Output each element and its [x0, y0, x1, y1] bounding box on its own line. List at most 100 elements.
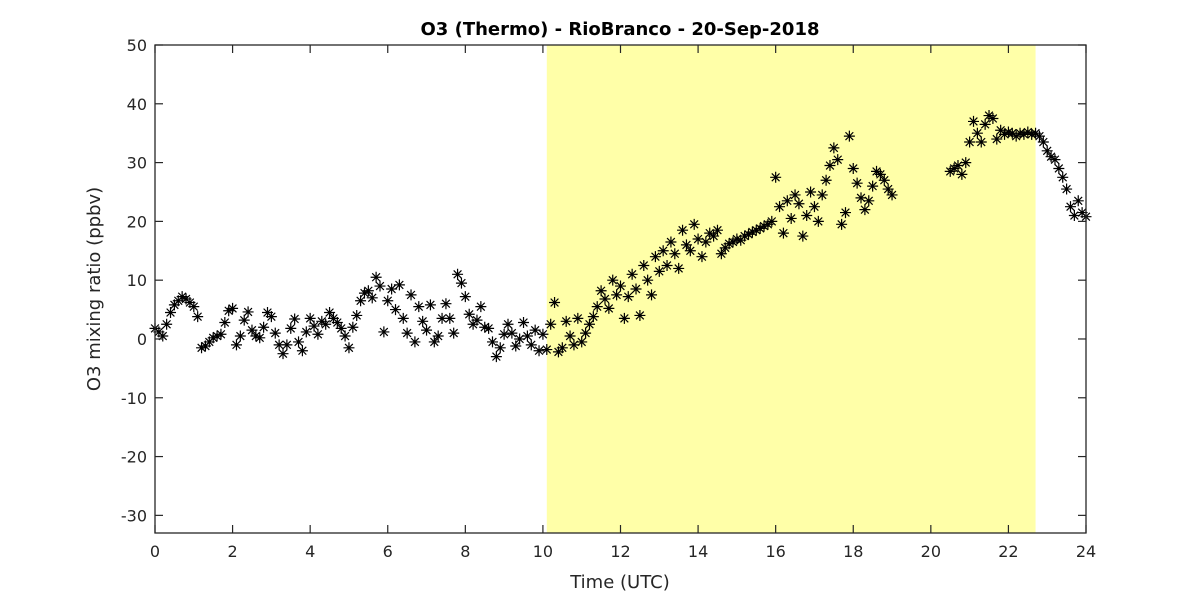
- data-point: [824, 160, 836, 172]
- data-point: [424, 299, 436, 311]
- data-point: [762, 218, 774, 230]
- data-point: [238, 314, 250, 326]
- data-point: [964, 136, 976, 148]
- data-point: [626, 268, 638, 280]
- data-point: [999, 128, 1011, 140]
- data-point: [789, 189, 801, 201]
- data-point: [808, 201, 820, 213]
- data-point: [514, 333, 526, 345]
- data-point: [455, 277, 467, 289]
- data-point: [723, 238, 735, 250]
- data-point: [261, 307, 273, 319]
- data-point: [1033, 130, 1045, 142]
- data-point: [436, 312, 448, 324]
- data-point: [358, 287, 370, 299]
- data-point: [448, 327, 460, 339]
- data-point: [304, 312, 316, 324]
- data-point: [227, 302, 239, 314]
- data-point: [711, 224, 723, 236]
- data-point: [351, 309, 363, 321]
- data-point: [199, 340, 211, 352]
- data-point: [971, 127, 983, 139]
- x-tick-label: 24: [1076, 542, 1096, 561]
- data-series: [149, 110, 1092, 363]
- data-point: [595, 285, 607, 297]
- data-point: [1068, 210, 1080, 222]
- data-point: [296, 345, 308, 357]
- data-point: [362, 285, 374, 297]
- data-point: [300, 326, 312, 338]
- data-point: [684, 245, 696, 257]
- data-point: [851, 177, 863, 189]
- data-point: [1026, 128, 1038, 140]
- data-point: [339, 330, 351, 342]
- data-point: [867, 180, 879, 192]
- x-tick-label: 6: [383, 542, 393, 561]
- data-point: [483, 322, 495, 334]
- data-point: [242, 306, 254, 318]
- data-point: [754, 222, 766, 234]
- data-point: [378, 326, 390, 338]
- data-point: [320, 318, 332, 330]
- data-point: [700, 236, 712, 248]
- data-point: [545, 318, 557, 330]
- data-point: [611, 289, 623, 301]
- data-point: [630, 283, 642, 295]
- data-point: [1076, 207, 1088, 219]
- data-point: [366, 292, 378, 304]
- x-tick-label: 22: [998, 542, 1018, 561]
- x-tick-label: 14: [688, 542, 708, 561]
- data-point: [739, 230, 751, 242]
- x-tick-label: 0: [150, 542, 160, 561]
- data-point: [409, 336, 421, 348]
- data-point: [1006, 127, 1018, 139]
- data-point: [886, 189, 898, 201]
- data-point: [541, 344, 553, 356]
- data-point: [370, 271, 382, 283]
- data-point: [828, 142, 840, 154]
- data-point: [285, 322, 297, 334]
- data-point: [479, 321, 491, 333]
- data-point: [968, 115, 980, 127]
- data-point: [591, 301, 603, 313]
- data-point: [948, 162, 960, 174]
- data-point: [995, 124, 1007, 136]
- data-point: [805, 186, 817, 198]
- data-point: [382, 295, 394, 307]
- x-tick-label: 10: [533, 542, 553, 561]
- data-point: [719, 242, 731, 254]
- data-point: [529, 324, 541, 336]
- data-point: [172, 295, 184, 307]
- data-point: [622, 291, 634, 303]
- data-point: [692, 233, 704, 245]
- data-point: [669, 248, 681, 260]
- data-point: [801, 210, 813, 222]
- data-point: [432, 330, 444, 342]
- data-point: [704, 227, 716, 239]
- data-point: [331, 317, 343, 329]
- data-point: [843, 130, 855, 142]
- data-point: [696, 251, 708, 263]
- data-point: [560, 315, 572, 327]
- data-point: [234, 330, 246, 342]
- data-point: [312, 328, 324, 340]
- data-point: [471, 314, 483, 326]
- data-point: [793, 198, 805, 210]
- data-point: [859, 204, 871, 216]
- data-point: [467, 318, 479, 330]
- data-point: [428, 336, 440, 348]
- data-point: [265, 311, 277, 323]
- data-point: [374, 280, 386, 292]
- y-tick-label: 10: [127, 271, 147, 290]
- data-point: [731, 233, 743, 245]
- data-point: [176, 291, 188, 303]
- data-point: [502, 318, 514, 330]
- data-point: [812, 215, 824, 227]
- data-point: [1053, 162, 1065, 174]
- data-point: [184, 297, 196, 309]
- data-point: [521, 330, 533, 342]
- data-point: [979, 118, 991, 130]
- data-point: [417, 315, 429, 327]
- data-point: [777, 227, 789, 239]
